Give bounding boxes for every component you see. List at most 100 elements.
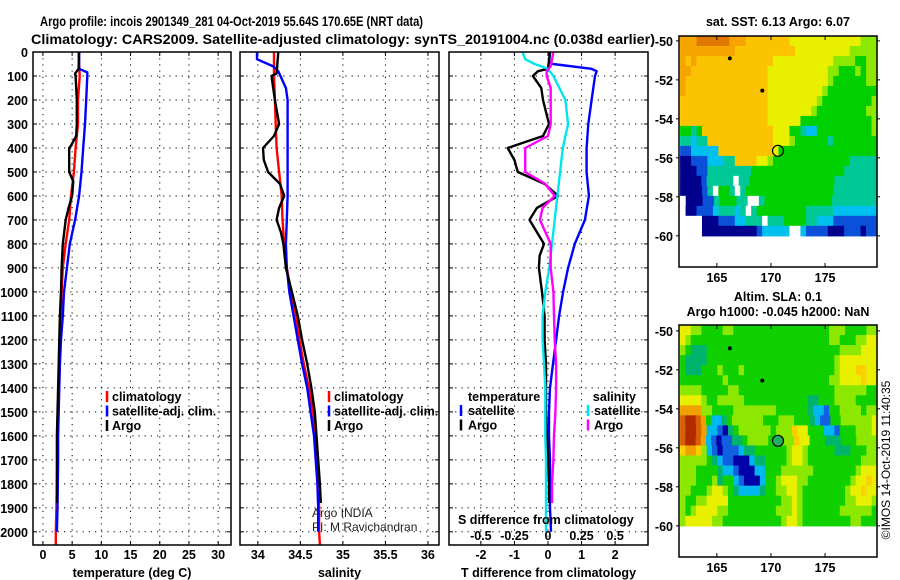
sst-map-cell <box>778 125 785 137</box>
sst-map-cell <box>781 195 788 207</box>
sst-map-cell <box>816 125 823 137</box>
sla-map-cell <box>807 475 814 487</box>
sst-map-cell <box>800 185 807 197</box>
sst-map-cell <box>866 135 873 147</box>
series-line-argo <box>261 51 322 504</box>
sst-map-cell <box>855 45 862 57</box>
sla-map-cell <box>754 405 761 416</box>
sla-map-cell <box>754 465 761 477</box>
sst-map-cell <box>827 55 834 67</box>
sla-map-cell <box>733 365 740 376</box>
sst-map-cell <box>712 65 719 77</box>
sst-map-cell <box>770 175 777 187</box>
depth-tick-label: 0 <box>21 46 28 60</box>
sst-map-cell <box>729 155 736 167</box>
sst-map-cell <box>701 155 709 167</box>
sst-map-cell <box>794 215 802 227</box>
sst-map-cell <box>696 135 703 147</box>
sst-map-cell <box>866 95 873 107</box>
sla-map-cell <box>850 475 857 487</box>
sst-map-cell <box>723 165 730 177</box>
sla-map-cell <box>799 415 806 426</box>
sla-map-cell <box>733 445 740 457</box>
sst-map-cell <box>866 155 873 167</box>
legend-title-temperature: temperature <box>468 390 540 404</box>
sst-map-cell <box>734 75 741 87</box>
sst-map-cell <box>707 145 714 157</box>
sla-map-cell <box>685 425 692 437</box>
sla-map-cell <box>775 375 782 386</box>
sst-map-cell <box>685 175 692 187</box>
x-axis-label: temperature (deg C) <box>73 566 192 580</box>
sla-map-cell <box>834 465 841 477</box>
sst-map-cell <box>849 85 856 97</box>
sla-map-cell <box>754 495 761 507</box>
sla-map-cell <box>775 505 782 517</box>
sst-map-cell <box>723 205 730 217</box>
sla-map-cell <box>834 345 841 356</box>
sst-map-cell <box>866 85 873 97</box>
sst-map-cell <box>805 45 812 57</box>
argo-location-marker <box>771 434 785 447</box>
sst-map-cell <box>855 85 862 97</box>
sla-map-cell <box>727 365 734 376</box>
sst-map-cell <box>685 125 692 137</box>
sla-map-cell <box>754 355 761 366</box>
sla-map-cell <box>855 395 862 406</box>
sst-map-cell <box>833 155 840 167</box>
sla-map-cell <box>818 365 825 376</box>
sst-map-cell <box>816 115 823 127</box>
sla-map-cell <box>807 385 814 396</box>
sst-map-cell <box>855 65 862 77</box>
sst-map-cell <box>860 215 867 227</box>
sla-map-cell <box>783 415 790 426</box>
sst-map-cell <box>849 165 856 177</box>
sst-map-cell <box>701 205 709 217</box>
sst-map-cell <box>829 175 836 187</box>
sst-map-cell <box>794 95 802 107</box>
sst-map-cell <box>680 195 687 207</box>
sst-map-cell <box>784 145 791 157</box>
sst-map-cell <box>794 115 802 127</box>
sst-map-cell <box>849 225 856 237</box>
sst-map-cell <box>860 36 867 47</box>
sst-map-cell <box>740 36 747 47</box>
sla-map-cell <box>807 485 814 497</box>
sst-map-cell <box>794 185 802 197</box>
sst-map-cell <box>767 65 774 77</box>
sla-map-cell <box>701 445 708 457</box>
sst-map-cell <box>691 65 698 77</box>
sla-map-cell <box>722 335 729 346</box>
sla-map-cell <box>743 355 750 366</box>
sla-map-cell <box>834 335 841 346</box>
sla-map-cell <box>695 435 702 447</box>
sst-map-cell <box>855 55 862 67</box>
sla-map-cell <box>701 335 708 346</box>
sst-map-cell <box>767 105 774 117</box>
sst-map-cell <box>767 225 774 237</box>
sst-map-cell <box>712 225 719 237</box>
sla-map-cell <box>855 505 862 517</box>
sla-map-cell <box>813 335 820 346</box>
sst-map-cell <box>800 145 807 157</box>
sla-map-cell <box>823 465 830 477</box>
sst-map-cell <box>860 105 867 117</box>
sla-map-cell <box>786 335 793 346</box>
sst-map-cell <box>866 185 873 197</box>
sla-map-cell <box>722 365 729 376</box>
sst-map-cell <box>685 95 692 107</box>
sla-map-cell <box>743 325 750 336</box>
sla-map-cell <box>845 505 851 517</box>
sla-map-cell <box>791 465 798 477</box>
sla-map-cell <box>825 415 831 426</box>
sst-map-cell <box>734 125 741 137</box>
sla-map-cell <box>727 495 734 507</box>
sst-map-cell <box>712 75 719 87</box>
sst-map-cell <box>855 95 862 107</box>
sst-map-cell <box>833 185 840 197</box>
sla-map-cell <box>835 415 842 426</box>
sst-map-cell <box>798 195 805 207</box>
sst-map-cell <box>712 215 719 227</box>
sst-map-cell <box>751 215 758 227</box>
lat-tick-label: -58 <box>655 481 673 495</box>
